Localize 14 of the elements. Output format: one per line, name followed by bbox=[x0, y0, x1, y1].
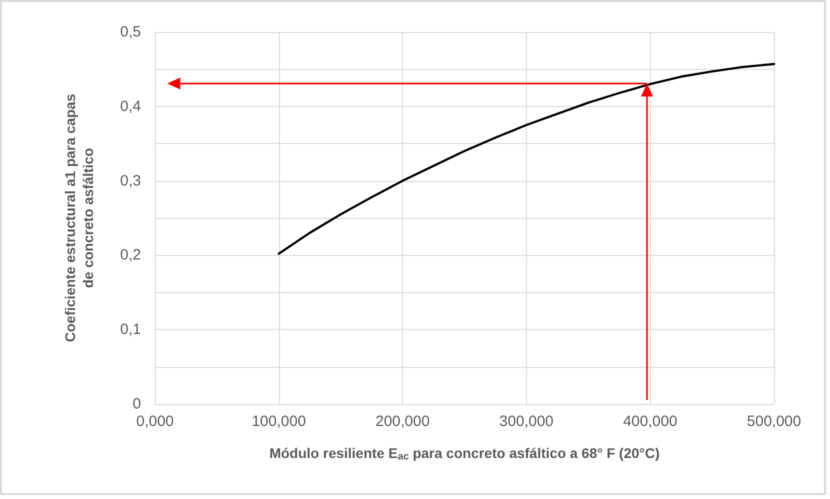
y-axis-title: Coeficiente estructural a1 para capas de concreto asfáltico bbox=[62, 94, 96, 342]
x-tick-label: 300,000 bbox=[499, 413, 554, 430]
x-tick-label: 200,000 bbox=[375, 413, 430, 430]
y-tick-label: 0,1 bbox=[120, 321, 141, 338]
line-series bbox=[278, 62, 776, 255]
x-tick-label: 0,000 bbox=[136, 413, 174, 430]
y-tick-label: 0,2 bbox=[120, 246, 141, 264]
x-tick-label: 100,000 bbox=[252, 413, 306, 430]
y-tick-label: 0 bbox=[132, 396, 141, 412]
x-tick-label: 500,000 bbox=[746, 413, 802, 430]
y-tick-label: 0,3 bbox=[120, 172, 141, 190]
x-tick-label: 400,000 bbox=[623, 413, 678, 430]
y-tick-label: 0,5 bbox=[120, 24, 141, 40]
y-tick-label: 0,4 bbox=[120, 98, 141, 115]
